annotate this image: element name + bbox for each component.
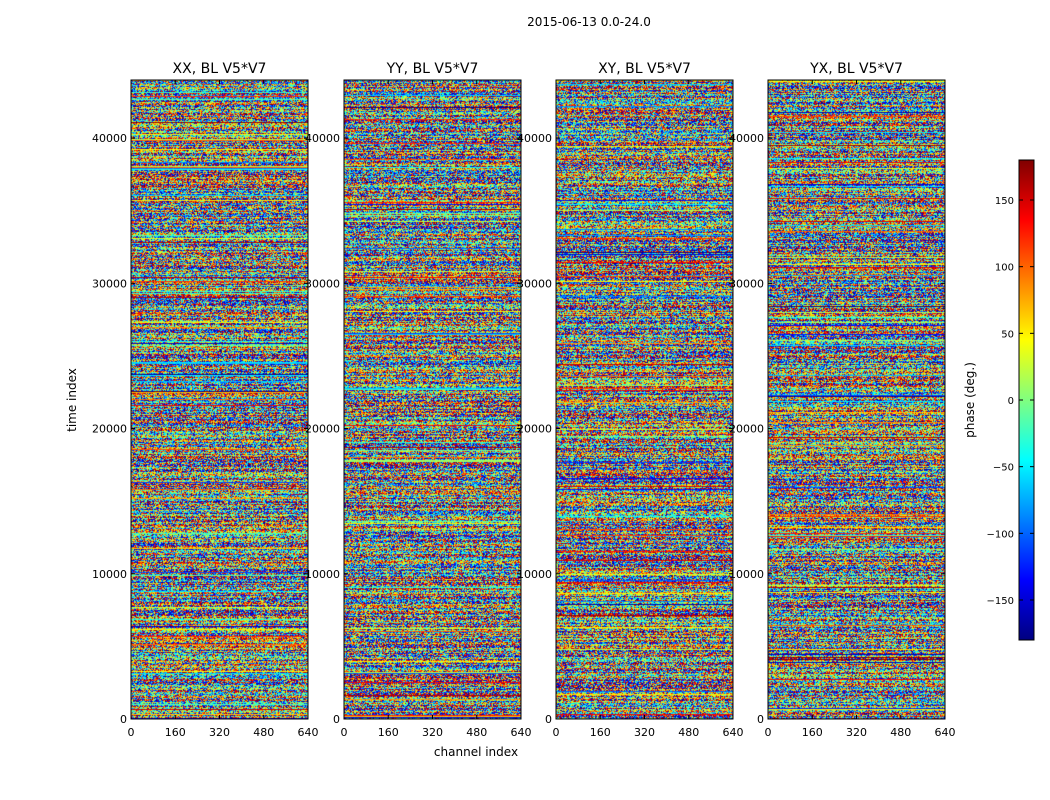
heatmap-image	[344, 80, 521, 719]
colorbar-tick-label: −100	[987, 529, 1014, 540]
y-tick-label: 20000	[92, 423, 127, 436]
colorbar-tick-label: 100	[995, 263, 1014, 274]
y-tick-label: 20000	[517, 423, 552, 436]
heatmap-image	[768, 80, 945, 719]
y-tick-label: 10000	[517, 568, 552, 581]
y-tick-label: 10000	[729, 568, 764, 581]
x-tick-label: 480	[890, 726, 911, 739]
x-tick-label: 160	[378, 726, 399, 739]
y-tick-label: 0	[120, 713, 127, 726]
x-tick-label: 160	[165, 726, 186, 739]
y-tick-label: 0	[545, 713, 552, 726]
colorbar-tick-label: 150	[995, 196, 1014, 207]
heatmap-image	[131, 80, 308, 719]
colorbar-tick-label: −50	[993, 463, 1014, 474]
x-tick-label: 480	[466, 726, 487, 739]
x-tick-label: 640	[723, 726, 744, 739]
panel-title: YX, BL V5*V7	[809, 61, 903, 77]
x-tick-label: 0	[128, 726, 135, 739]
panel-title: YY, BL V5*V7	[386, 61, 479, 77]
y-tick-label: 40000	[92, 132, 127, 145]
y-tick-label: 10000	[305, 568, 340, 581]
y-tick-label: 30000	[729, 277, 764, 290]
heatmap-image	[556, 80, 733, 719]
panel-xy: XY, BL V5*V7 0 160 320 480 640 0 10000 20000 3000…	[517, 61, 744, 739]
y-tick-label: 30000	[305, 277, 340, 290]
panel-title: XY, BL V5*V7	[598, 61, 691, 77]
x-tick-label: 640	[935, 726, 956, 739]
y-tick-label: 0	[757, 713, 764, 726]
colorbar-tick-label: 50	[1001, 329, 1014, 340]
y-tick-label: 40000	[517, 132, 552, 145]
panels: XX, BL V5*V7 0 160 320 480 640 0 10000 20000 3000…	[92, 61, 956, 739]
y-tick-label: 30000	[517, 277, 552, 290]
x-tick-label: 0	[341, 726, 348, 739]
x-tick-label: 480	[678, 726, 699, 739]
panel-xx: XX, BL V5*V7 0 160 320 480 640 0 10000 20000 3000…	[92, 61, 319, 739]
y-tick-label: 10000	[92, 568, 127, 581]
x-tick-label: 480	[253, 726, 274, 739]
colorbar-label: phase (deg.)	[963, 362, 977, 438]
panel-yy: YY, BL V5*V7 0 160 320 480 640 0 10000 20000 3000…	[305, 61, 532, 739]
x-tick-label: 320	[634, 726, 655, 739]
y-tick-label: 30000	[92, 277, 127, 290]
y-axis-label: time index	[65, 368, 79, 432]
colorbar-tick-label: −150	[987, 596, 1014, 607]
x-tick-label: 0	[765, 726, 772, 739]
y-tick-label: 20000	[305, 423, 340, 436]
y-tick-label: 40000	[729, 132, 764, 145]
x-tick-label: 640	[298, 726, 319, 739]
colorbar: 150 100 50 0 −50 −100 −150	[987, 159, 1035, 641]
y-tick-label: 0	[333, 713, 340, 726]
figure-suptitle: 2015-06-13 0.0-24.0	[527, 15, 651, 29]
panel-title: XX, BL V5*V7	[173, 61, 267, 77]
y-tick-label: 20000	[729, 423, 764, 436]
panel-yx: YX, BL V5*V7 0 160 320 480 640 0 10000 20000 3000…	[729, 61, 956, 739]
x-axis-label: channel index	[434, 745, 518, 759]
x-tick-label: 640	[511, 726, 532, 739]
x-tick-label: 320	[209, 726, 230, 739]
y-tick-label: 40000	[305, 132, 340, 145]
colorbar-tick-label: 0	[1008, 396, 1014, 407]
x-tick-label: 320	[422, 726, 443, 739]
x-tick-label: 160	[802, 726, 823, 739]
x-tick-label: 0	[553, 726, 560, 739]
x-tick-label: 160	[590, 726, 611, 739]
x-tick-label: 320	[846, 726, 867, 739]
